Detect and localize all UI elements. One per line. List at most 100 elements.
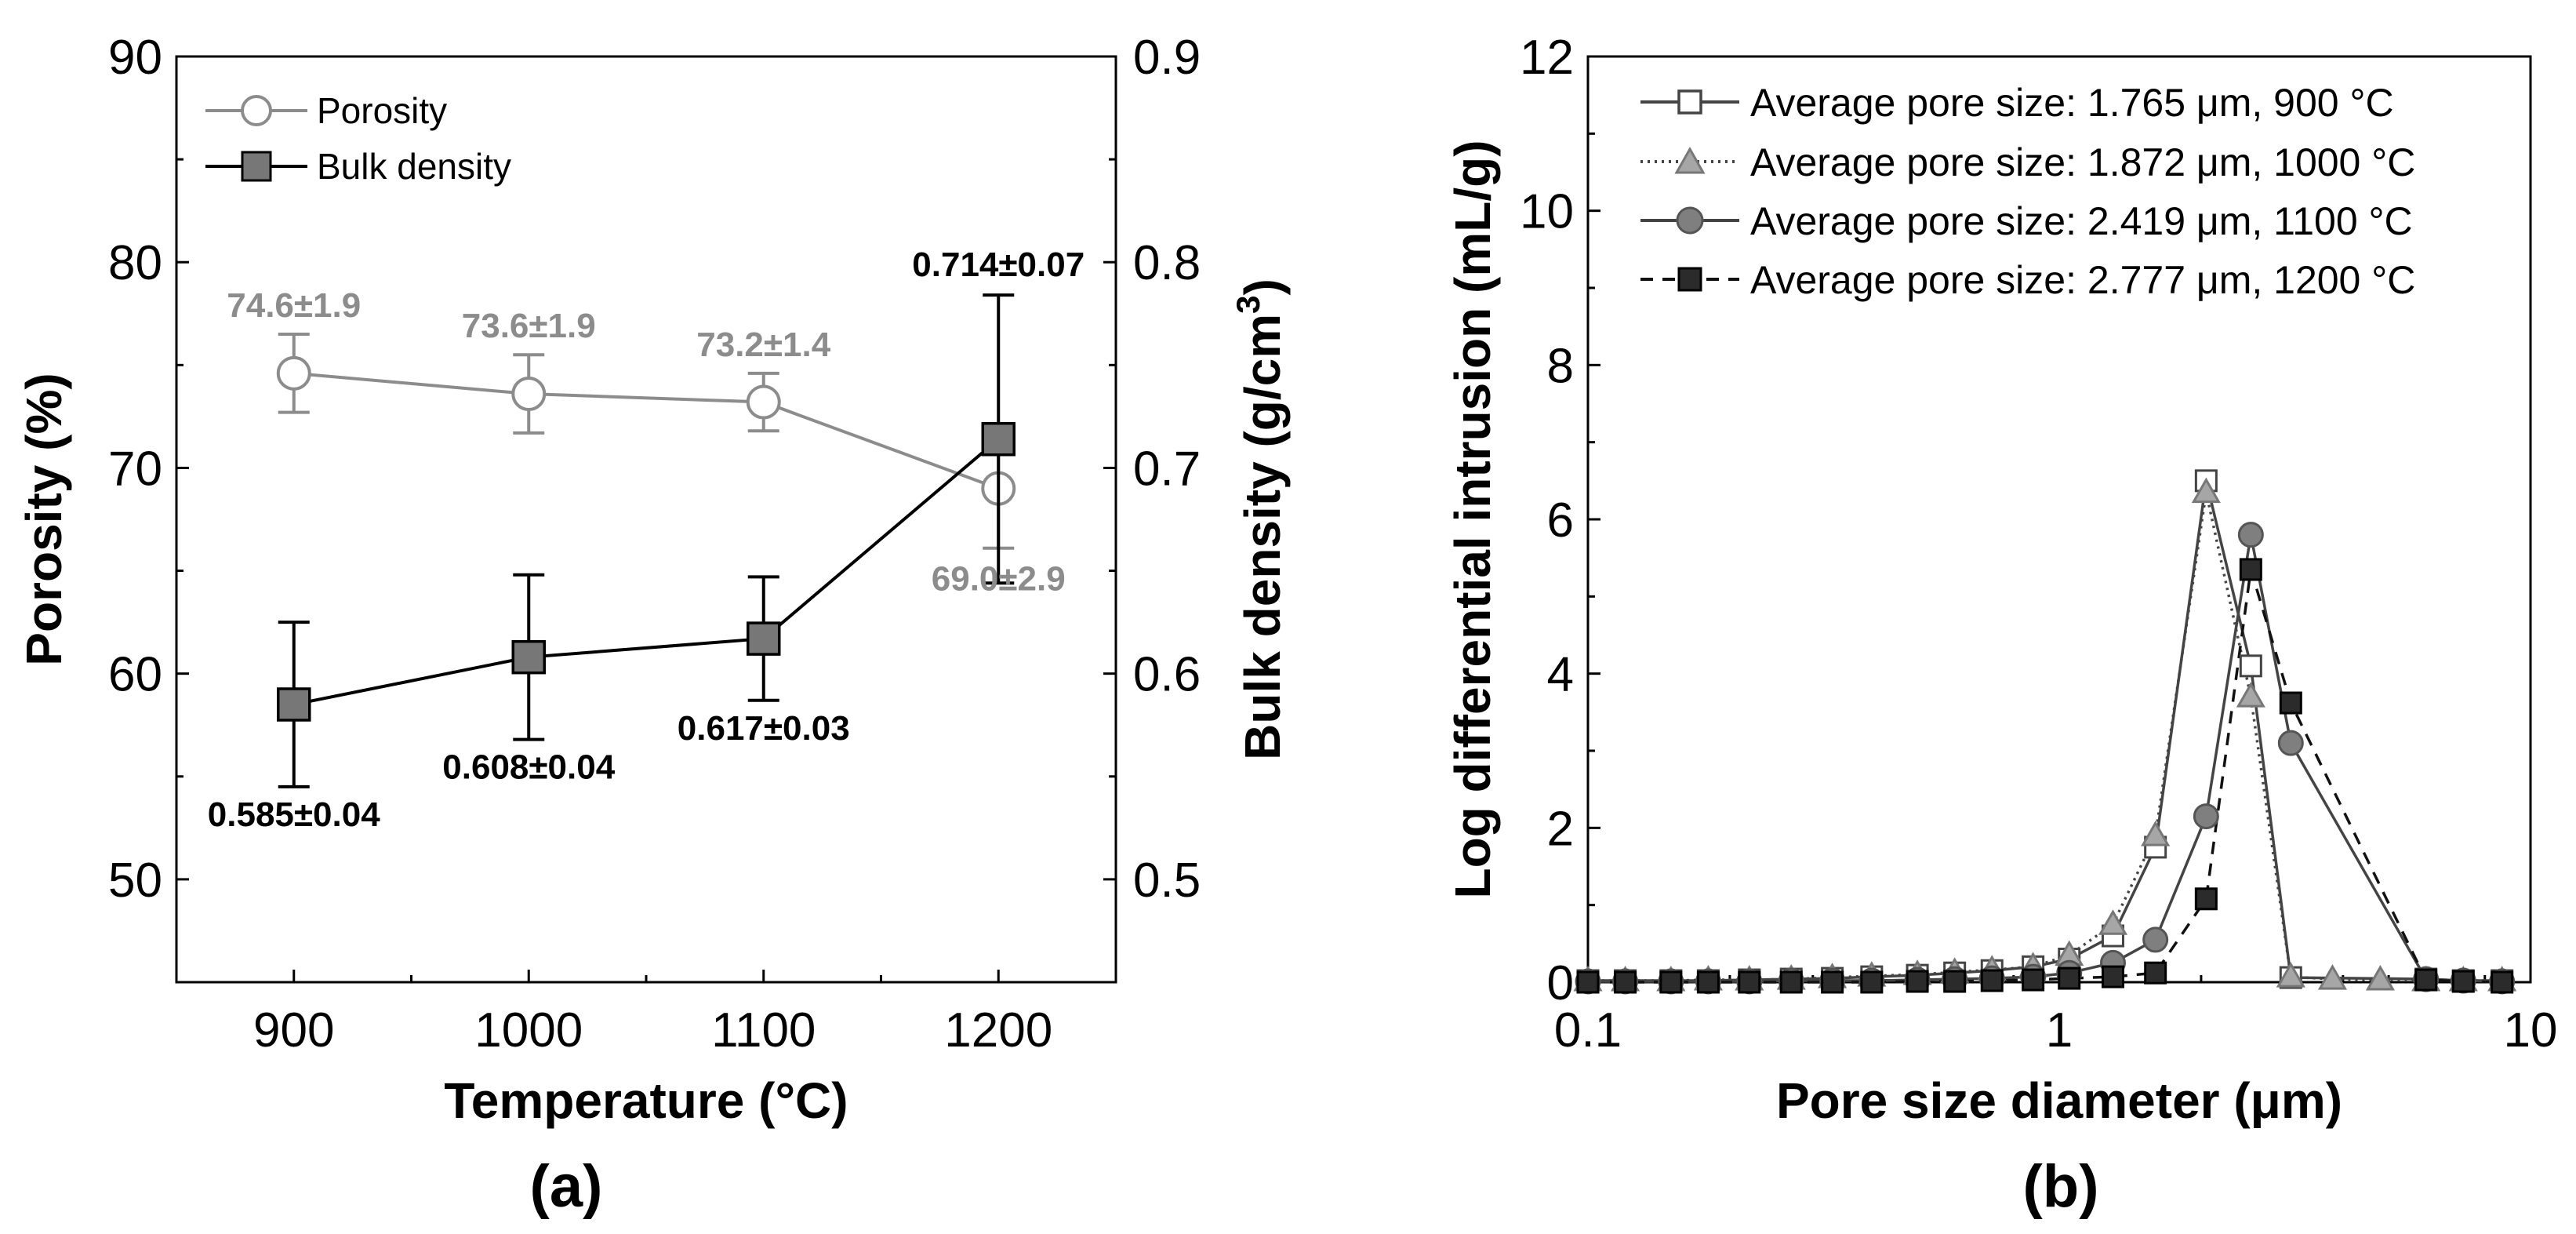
series-1200-point (1943, 970, 1967, 993)
panel-a-x-tick-label: 1100 (711, 1003, 816, 1057)
panel-a-y2-tick-label: 0.5 (1133, 854, 1201, 908)
series-1200-point (2144, 961, 2167, 985)
panel-a-y-axis-title: Porosity (%) (16, 373, 72, 665)
series-1200-point (2022, 968, 2045, 992)
series-1000-point (2236, 682, 2265, 708)
series-1200-point (1659, 970, 1683, 994)
legend-1000-marker (1674, 146, 1706, 174)
panel-a-legend: Porosity Bulk density (205, 90, 511, 187)
series-1200-point (1614, 970, 1637, 994)
bulk-density-data-label: 0.714±0.07 (912, 246, 1085, 284)
panel-a-y-tick-label: 90 (108, 31, 162, 85)
panel-a-y2-tick-label: 0.6 (1133, 648, 1201, 702)
series-1000-point (2191, 477, 2221, 504)
y2-title-end: ) (1234, 278, 1291, 295)
series-1200-point (2101, 965, 2124, 988)
series-1000-point (2365, 965, 2396, 991)
series-1000-point (2098, 909, 2128, 935)
y2-title-superscript: 3 (1230, 295, 1266, 313)
panel-a-y-tick-label: 80 (108, 236, 162, 290)
panel-b-y-tick-label: 10 (1520, 185, 1574, 239)
panel-b-y-tick-label: 6 (1547, 493, 1574, 548)
legend-1000-label: Average pore size: 1.872 μm, 1000 °C (1750, 140, 2415, 184)
bulk-density-point (981, 421, 1016, 457)
legend-porosity-marker (241, 95, 272, 126)
series-1200-point (2491, 970, 2514, 994)
panel-b-y-axis-title: Log differential intrusion (mL/g) (1444, 140, 1501, 898)
bulk-density-data-label: 0.585±0.04 (208, 795, 380, 834)
porosity-line (293, 371, 999, 490)
series-1100-point (2193, 803, 2219, 830)
series-1200-point (2414, 968, 2438, 992)
bulk-density-line (293, 438, 1000, 706)
panel-a-y2-axis-title: Bulk density (g/cm3) (1230, 278, 1291, 760)
panel-a-axes-ticks: 900 1000 1100 1200 50 60 70 80 90 0.5 0.6 0.7 0.8 0.9 (108, 31, 1201, 1057)
legend-1200-marker (1677, 267, 1702, 292)
legend-900-marker (1677, 89, 1702, 115)
bulk-density-point (747, 621, 781, 656)
panel-b-axes-ticks: 0.1 1 10 0 2 4 6 8 10 12 (1520, 31, 2557, 1057)
series-1200-point (1779, 970, 1803, 994)
legend-1200-label: Average pore size: 2.777 μm, 1200 °C (1750, 258, 2415, 302)
panel-b-y-tick-label: 2 (1547, 802, 1574, 856)
series-1200-point (2194, 887, 2218, 911)
panel-b-x-axis-title: Pore size diameter (μm) (1776, 1072, 2342, 1129)
panel-a-series (276, 293, 1016, 788)
panel-a-y2-tick-label: 0.9 (1133, 31, 1201, 85)
porosity-data-label: 74.6±1.9 (227, 286, 361, 325)
panel-a-y-tick-label: 50 (108, 854, 162, 908)
series-1200-point (1906, 970, 1929, 993)
porosity-data-label: 69.0±2.9 (932, 560, 1066, 599)
bulk-density-point (511, 639, 546, 675)
bulk-density-data-label: 0.617±0.03 (678, 709, 850, 748)
series-1200-point (1821, 970, 1844, 994)
panel-a-data-labels: 74.6±1.9 73.6±1.9 73.2±1.4 69.0±2.9 0.585±0.… (208, 246, 1085, 834)
panel-b-y-tick-label: 8 (1547, 339, 1574, 393)
bulk-density-data-label: 0.608±0.04 (442, 748, 615, 787)
panel-b-label: (b) (2022, 1153, 2098, 1220)
series-1200-point (1738, 970, 1761, 994)
bulk-density-point (277, 687, 311, 722)
panel-b: 0.1 1 10 0 2 4 6 8 10 12 Average pore size: 1.765… (1444, 31, 2557, 1220)
legend-900-label: Average pore size: 1.765 μm, 900 °C (1750, 81, 2394, 125)
porosity-point (746, 384, 781, 420)
panel-b-series (1573, 469, 2517, 995)
panel-b-y-tick-label: 0 (1547, 956, 1574, 1010)
series-1200-point (1980, 969, 2004, 992)
panel-b-legend: Average pore size: 1.765 μm, 900 °C Aver… (1640, 81, 2415, 302)
panel-a: 900 1000 1100 1200 50 60 70 80 90 0.5 0.6 0.7 0.8 0.9… (16, 31, 1291, 1220)
legend-1100-label: Average pore size: 2.419 μm, 1100 °C (1750, 199, 2413, 243)
legend-bulk-density-marker (241, 151, 272, 182)
series-1200-point (1576, 970, 1600, 994)
series-1000-point (2141, 821, 2171, 846)
panel-a-x-tick-label: 1000 (474, 1003, 583, 1057)
series-1200-point (2058, 966, 2081, 990)
panel-a-y-tick-label: 70 (108, 442, 162, 496)
porosity-data-label: 73.6±1.9 (462, 307, 596, 345)
series-1200-point (2239, 558, 2262, 581)
porosity-data-label: 73.2±1.4 (696, 326, 830, 364)
y2-title-main: Bulk density (g/cm (1234, 314, 1291, 760)
panel-a-y2-tick-label: 0.8 (1133, 236, 1201, 290)
panel-a-y2-tick-label: 0.7 (1133, 442, 1201, 496)
legend-1100-marker (1676, 206, 1704, 235)
panel-a-x-tick-label: 900 (253, 1003, 334, 1057)
porosity-point (276, 355, 311, 391)
panel-b-x-tick-label: 1 (2046, 1003, 2073, 1057)
series-900-point (2239, 654, 2262, 678)
series-1200-point (2451, 970, 2475, 993)
series-1200-point (2279, 691, 2302, 715)
series-1200-point (1860, 970, 1884, 994)
legend-bulk-density-label: Bulk density (317, 146, 511, 187)
series-1100-point (2237, 522, 2264, 548)
panel-a-y-tick-label: 60 (108, 648, 162, 702)
series-1000-point (2276, 962, 2305, 988)
series-1000-point (2317, 964, 2348, 990)
panel-a-x-axis-title: Temperature (°C) (444, 1072, 848, 1129)
series-1100-point (2142, 926, 2169, 953)
series-1100-point (2277, 730, 2304, 756)
panel-a-label: (a) (530, 1153, 603, 1220)
series-1200-point (1696, 970, 1720, 994)
